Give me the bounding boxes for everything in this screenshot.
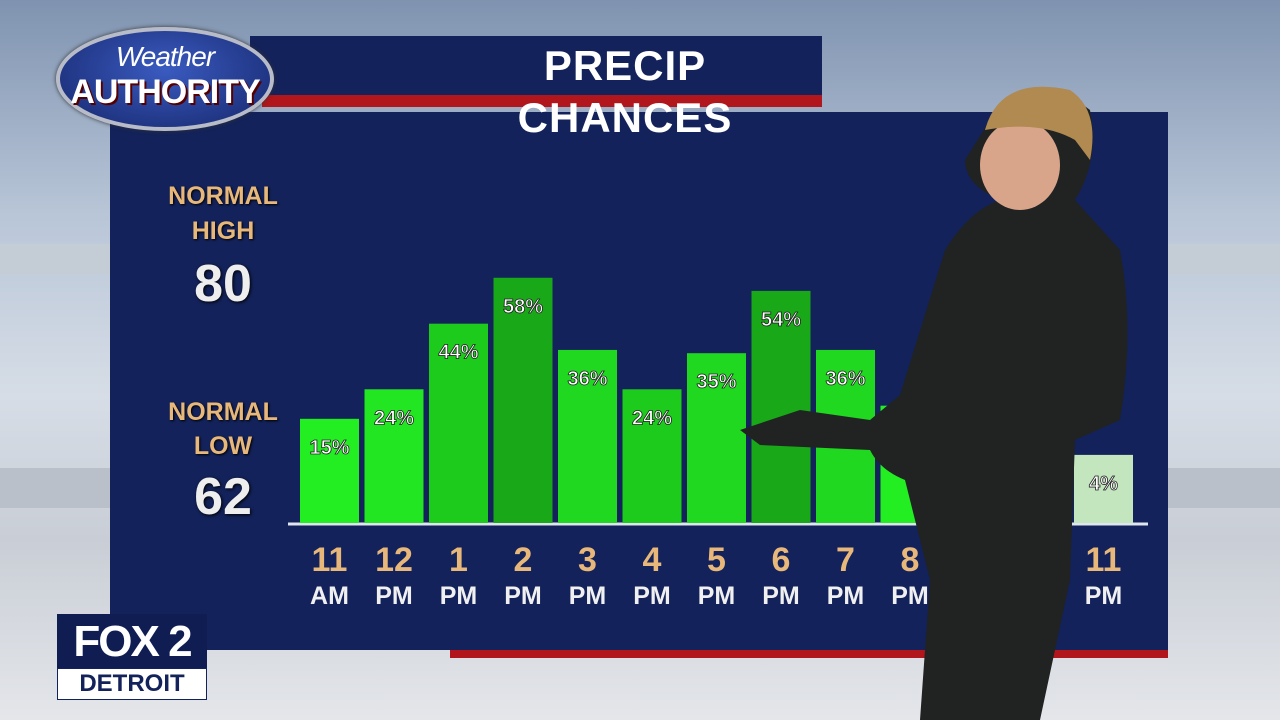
bar-value-label: 44% bbox=[438, 342, 478, 364]
bar-value-label: 15% bbox=[309, 437, 349, 459]
ampm-label: PM bbox=[375, 582, 413, 610]
presenter bbox=[740, 86, 1128, 720]
ampm-label: PM bbox=[891, 582, 929, 610]
bar-2 bbox=[429, 323, 488, 523]
hour-label: 4 bbox=[643, 541, 662, 579]
hour-label: 12 bbox=[375, 541, 413, 579]
hour-label: 8 bbox=[901, 541, 920, 579]
logo-line1: Weather bbox=[115, 41, 215, 72]
normal-low-label: NORMAL bbox=[168, 398, 278, 426]
ampm-label: PM bbox=[827, 582, 865, 610]
title-accent-stripe bbox=[262, 95, 822, 107]
bar-value-label: 36% bbox=[567, 368, 607, 390]
ampm-label: PM bbox=[698, 582, 736, 610]
panel-accent-stripe bbox=[450, 650, 1168, 658]
bar-0 bbox=[300, 418, 359, 523]
weather-authority-logo: Weather AUTHORITY bbox=[56, 27, 274, 131]
bar-12 bbox=[1074, 454, 1133, 523]
logo-line2: AUTHORITY bbox=[70, 73, 260, 111]
hour-label: 5 bbox=[707, 541, 726, 579]
normal-high-label: NORMAL bbox=[168, 182, 278, 210]
bar-value-label: 24% bbox=[632, 407, 672, 429]
station-city: DETROIT bbox=[57, 668, 207, 700]
ampm-label: PM bbox=[633, 582, 671, 610]
bar-1 bbox=[364, 389, 424, 523]
station-name: FOX 2 bbox=[57, 614, 207, 668]
ampm-label: PM bbox=[504, 582, 542, 610]
normal-high-value: 80 bbox=[194, 255, 252, 313]
bar-value-label: 58% bbox=[503, 296, 543, 318]
hour-label: 3 bbox=[578, 541, 597, 579]
hour-label: 6 bbox=[772, 541, 791, 579]
bar-4 bbox=[558, 349, 617, 523]
hour-label: 11 bbox=[312, 541, 348, 579]
ampm-label: PM bbox=[1085, 582, 1123, 610]
ampm-label: PM bbox=[440, 582, 478, 610]
normal-high-label-2: HIGH bbox=[191, 217, 255, 245]
normal-low-value: 62 bbox=[194, 468, 252, 526]
presenter-silhouette bbox=[740, 92, 1128, 720]
bar-value-label: 54% bbox=[761, 309, 801, 331]
bar-value-label: 36% bbox=[825, 368, 865, 390]
bar-6 bbox=[687, 353, 746, 523]
bar-value-label: 35% bbox=[696, 371, 736, 393]
bar-3 bbox=[493, 277, 553, 523]
bar-5 bbox=[622, 389, 682, 523]
chart-title: PRECIP CHANCES bbox=[517, 42, 733, 141]
hour-label: 2 bbox=[514, 541, 533, 579]
presenter-face bbox=[980, 120, 1060, 210]
ampm-label: PM bbox=[762, 582, 800, 610]
bar-7 bbox=[751, 290, 811, 523]
hour-label: 1 bbox=[449, 541, 468, 579]
ampm-label: AM bbox=[310, 582, 349, 610]
bar-value-label: 24% bbox=[374, 407, 414, 429]
normal-low-label-2: LOW bbox=[193, 432, 253, 460]
presenter-hair bbox=[985, 86, 1093, 160]
bar-value-label: 4% bbox=[1089, 473, 1118, 495]
title-bar bbox=[250, 36, 822, 96]
hour-label: 7 bbox=[836, 541, 855, 579]
hour-label: 11 bbox=[1086, 541, 1122, 579]
ampm-label: PM bbox=[569, 582, 607, 610]
fox2-detroit-logo: FOX 2 DETROIT bbox=[57, 614, 207, 700]
